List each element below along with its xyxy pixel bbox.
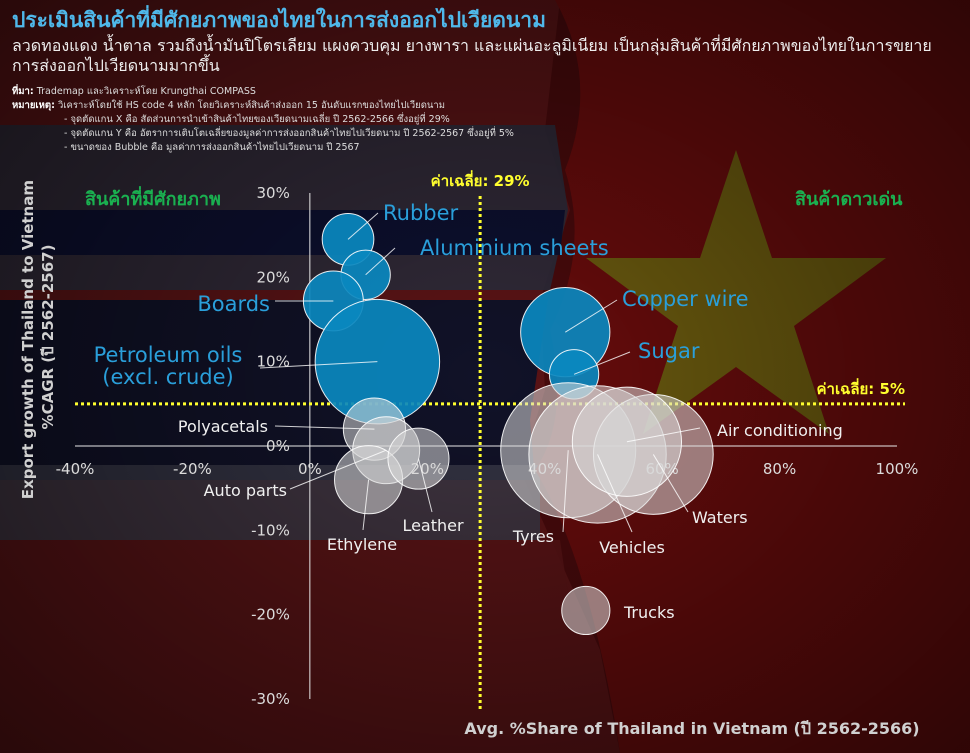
bubble-label: Ethylene — [327, 535, 397, 554]
leader-line — [365, 247, 396, 276]
x-tick-label: -20% — [173, 460, 212, 478]
axes-layer — [75, 193, 897, 699]
x-tick-label: 100% — [876, 460, 919, 478]
leader-line — [259, 361, 378, 369]
leader-line — [347, 212, 379, 240]
bubble-label: Boards — [197, 292, 270, 316]
y-axis-title: Export growth of Thailand to Vietnam %CA… — [19, 175, 57, 499]
x-tick-label: -40% — [56, 460, 95, 478]
leader-line — [626, 427, 701, 443]
x-average-label: ค่าเฉลี่ย: 29% — [431, 170, 530, 190]
leader-line — [652, 454, 689, 513]
label-leader-lines — [259, 212, 701, 533]
note-line-y: - จุดตัดแกน Y คือ อัตราการเติบโตเฉลี่ยขอ… — [64, 128, 514, 139]
source-text: Trademap และวิเคราะห์โดย Krungthai COMPA… — [36, 86, 256, 97]
bubble-label: Aluminium sheets — [420, 236, 609, 260]
y-tick-label: 20% — [257, 268, 290, 286]
bubble-label: Auto parts — [204, 481, 287, 500]
x-tick-label: 0% — [298, 460, 322, 478]
bubble-label: Sugar — [638, 339, 700, 363]
note-line: หมายเหตุ: วิเคราะห์โดยใช้ HS code 4 หลัก… — [12, 98, 445, 113]
quadrant-label-potential: สินค้าที่มีศักยภาพ — [85, 186, 221, 210]
leader-line — [573, 351, 631, 375]
bubble-label: Waters — [692, 508, 748, 527]
note-line-bubble: - ขนาดของ Bubble คือ มูลค่าการส่งออกสินค… — [64, 142, 360, 153]
bubble-labels: Rubber Aluminium sheets Boards Petroleum oi… — [94, 201, 843, 622]
leader-line — [562, 450, 569, 533]
bubble-label: Rubber — [383, 201, 459, 225]
bubble-label: Tyres — [512, 527, 554, 546]
y-tick-label: -10% — [251, 521, 290, 539]
bubble-label: Leather — [402, 516, 464, 535]
x-axis-title: Avg. %Share of Thailand in Vietnam (ปี 2… — [464, 719, 919, 738]
bubble-trucks — [561, 585, 611, 636]
source-label: ที่มา: — [12, 86, 34, 97]
y-tick-label: 0% — [266, 437, 290, 455]
bubble-label: Polyacetals — [178, 417, 268, 436]
bubble-layer — [302, 213, 714, 636]
leader-line — [565, 299, 618, 333]
y-tick-label: -20% — [251, 606, 290, 624]
note-line-x: - จุดตัดแกน X คือ สัดส่วนการนำเข้าสินค้า… — [64, 114, 450, 125]
leader-line — [597, 454, 633, 533]
leader-line — [417, 458, 433, 513]
bubble-label: Petroleum oils (excl. crude) — [94, 343, 243, 389]
y-tick-label: -30% — [251, 690, 290, 708]
bubble-label: Air conditioning — [717, 421, 843, 440]
reference-lines: ค่าเฉลี่ย: 29% ค่าเฉลี่ย: 5% — [75, 170, 905, 710]
bubble-label: Vehicles — [599, 538, 665, 557]
leader-line — [274, 425, 375, 430]
leader-line — [362, 479, 370, 531]
note-text: วิเคราะห์โดยใช้ HS code 4 หลัก โดยวิเครา… — [57, 100, 445, 111]
y-average-label: ค่าเฉลี่ย: 5% — [817, 378, 905, 398]
x-tick-label: 80% — [763, 460, 796, 478]
quadrant-label-star: สินค้าดาวเด่น — [795, 189, 903, 210]
y-tick-label: 30% — [257, 184, 290, 202]
leader-line — [289, 449, 387, 490]
bubble-label: Trucks — [623, 603, 675, 622]
y-tick-label: 10% — [257, 353, 290, 371]
page-subtitle: ลวดทองแดง น้ำตาล รวมถึงน้ำมันปิโตรเลียม … — [12, 36, 932, 75]
bubble-label: Copper wire — [622, 287, 749, 311]
page-title: ประเมินสินค้าที่มีศักยภาพของไทยในการส่งอ… — [12, 8, 546, 32]
note-label: หมายเหตุ: — [12, 100, 55, 111]
source-line: ที่มา: Trademap และวิเคราะห์โดย Krungtha… — [12, 84, 256, 99]
